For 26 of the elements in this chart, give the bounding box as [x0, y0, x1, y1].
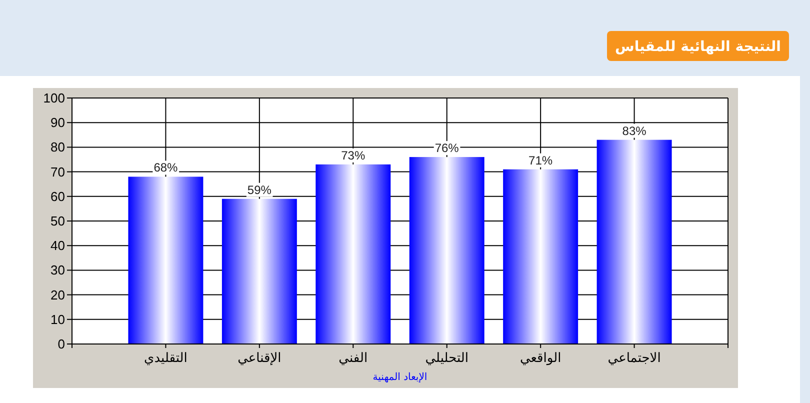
x-tick-label: الفني [338, 351, 368, 366]
y-tick-label: 90 [50, 115, 65, 130]
y-tick-label: 50 [50, 214, 65, 228]
data-label: 76% [434, 141, 460, 156]
y-tick-label: 0 [58, 336, 65, 352]
y-tick-label: 70 [50, 164, 65, 180]
data-label: 83% [622, 124, 647, 138]
y-tick-label: 60 [50, 188, 65, 204]
y-tick-label: 40 [50, 238, 65, 254]
y-tick-label: 20 [50, 287, 65, 302]
x-tick-label: التحليلي [425, 351, 468, 366]
y-tick-label: 10 [50, 312, 65, 327]
y-tick-label: 100 [43, 90, 65, 106]
data-label: 59% [247, 182, 272, 197]
data-label: 73% [341, 148, 366, 162]
title: النتيجة النهائية للمقياس [607, 31, 789, 61]
data-label: 68% [154, 160, 178, 175]
y-tick-label: 80 [50, 140, 65, 155]
chart-title: النتيجة النهائية للمقياس [615, 39, 781, 55]
x-tick-label: الواقعي [520, 351, 562, 366]
x-tick-label: الإقناعي [238, 351, 282, 366]
x-tick-label: التقليدي [144, 351, 188, 366]
y-tick-label: 30 [50, 262, 65, 278]
data-label: 71% [528, 153, 553, 168]
x-tick-label: الاجتماعي [608, 351, 661, 366]
x-axis-title: الإبعاد المهنية [372, 372, 428, 383]
